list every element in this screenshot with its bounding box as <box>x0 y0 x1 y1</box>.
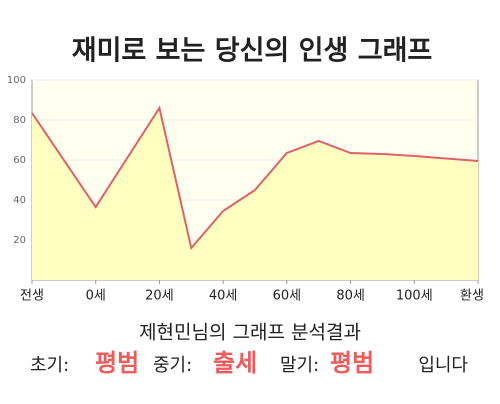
y-tick-label: 20 <box>13 235 26 246</box>
x-tick-label: 100세 <box>396 289 433 304</box>
x-tick-label: 환생 <box>460 289 484 304</box>
x-tick-label: 80세 <box>336 289 365 304</box>
x-tick-label: 전생 <box>20 289 44 304</box>
area <box>32 108 478 280</box>
result-label: 중기: <box>153 355 192 376</box>
x-tick-label: 60세 <box>273 289 302 304</box>
y-tick-label: 40 <box>13 195 26 206</box>
result-value: 출세 <box>213 349 257 377</box>
line <box>31 105 479 251</box>
x-tick-label: 40세 <box>209 289 238 304</box>
result-label: 초기: <box>30 355 69 376</box>
result-ending: 입니다 <box>418 355 468 376</box>
y-tick-label: 60 <box>13 155 26 166</box>
result-value: 평범 <box>330 349 374 377</box>
x-tick-label: 0세 <box>86 289 106 304</box>
result-value: 평범 <box>95 349 139 377</box>
y-tick-label: 80 <box>13 115 26 126</box>
y-tick-label: 100 <box>7 75 26 86</box>
result-heading: 제현민님의 그래프 분석결과 <box>139 322 361 344</box>
result-label: 말기: <box>280 355 319 376</box>
chart-title: 재미로 보는 당신의 인생 그래프 <box>72 36 433 67</box>
x-tick-label: 20세 <box>145 289 174 304</box>
